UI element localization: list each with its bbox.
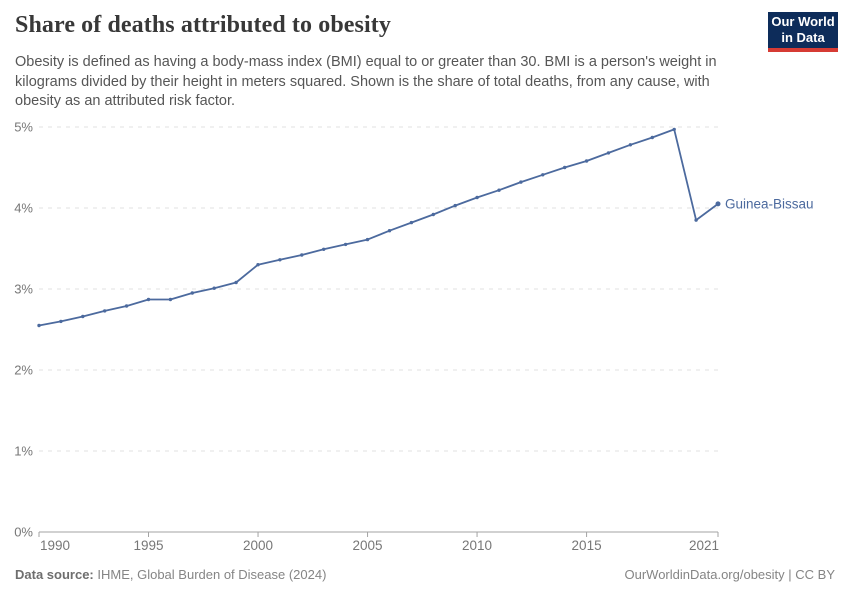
data-point-2004[interactable]: [343, 242, 348, 247]
data-point-1991[interactable]: [59, 319, 63, 324]
data-point-2003[interactable]: [322, 247, 326, 251]
series-label-guinea-bissau[interactable]: Guinea-Bissau: [725, 196, 814, 211]
data-point-2007[interactable]: [409, 220, 414, 225]
data-point-2011[interactable]: [497, 188, 501, 192]
x-tick-label-2005: 2005: [353, 538, 383, 553]
data-point-2008[interactable]: [431, 212, 435, 217]
x-tick-label-1995: 1995: [133, 538, 163, 553]
page-title: Share of deaths attributed to obesity: [15, 12, 391, 38]
y-tick-label-1%: 1%: [14, 444, 33, 459]
data-source-note: Data source: IHME, Global Burden of Dise…: [15, 567, 326, 582]
series-line-guinea-bissau[interactable]: [38, 128, 719, 327]
data-point-2009[interactable]: [453, 203, 457, 208]
data-point-1990[interactable]: [37, 323, 41, 328]
data-point-2018[interactable]: [650, 135, 654, 140]
x-tick-label-2015: 2015: [572, 538, 602, 553]
data-source-label: Data source:: [15, 567, 94, 582]
y-tick-label-2%: 2%: [14, 363, 33, 378]
x-tick-label-1990: 1990: [40, 538, 70, 553]
data-point-2006[interactable]: [387, 229, 392, 233]
credit-link[interactable]: OurWorldinData.org/obesity | CC BY: [624, 567, 836, 582]
data-point-2019[interactable]: [672, 127, 676, 132]
data-point-2001[interactable]: [278, 258, 282, 262]
data-point-1993[interactable]: [103, 309, 107, 313]
data-point-1992[interactable]: [81, 314, 85, 319]
owid-logo[interactable]: Our World in Data: [768, 12, 838, 52]
figure-footer: Data source: IHME, Global Burden of Dise…: [15, 567, 835, 582]
chart-subtitle: Obesity is defined as having a body-mass…: [15, 54, 717, 110]
data-point-2005[interactable]: [365, 237, 370, 242]
data-point-2013[interactable]: [541, 173, 545, 177]
owid-logo-line2: in Data: [781, 30, 825, 45]
x-tick-label-2021: 2021: [689, 538, 719, 553]
x-tick-label-2000: 2000: [243, 538, 273, 553]
data-point-2012[interactable]: [519, 180, 523, 184]
data-point-2000[interactable]: [256, 263, 260, 267]
data-point-1997[interactable]: [190, 291, 194, 295]
data-point-1998[interactable]: [212, 286, 216, 290]
data-point-2010[interactable]: [475, 195, 479, 200]
data-point-2015[interactable]: [584, 159, 589, 163]
data-point-1999[interactable]: [234, 280, 238, 285]
data-point-2020[interactable]: [694, 218, 698, 222]
data-point-2016[interactable]: [606, 151, 611, 155]
owid-logo-line1: Our World: [771, 14, 835, 29]
y-tick-label-5%: 5%: [14, 120, 33, 135]
owid-logo-accent-bar: [768, 48, 838, 52]
data-point-1995[interactable]: [146, 297, 151, 302]
y-tick-label-3%: 3%: [14, 282, 33, 297]
data-point-2021[interactable]: [715, 201, 721, 207]
data-point-1996[interactable]: [168, 297, 173, 302]
data-source-value: IHME, Global Burden of Disease (2024): [97, 567, 327, 582]
data-point-2002[interactable]: [300, 253, 304, 257]
y-tick-label-4%: 4%: [14, 201, 33, 216]
data-point-1994[interactable]: [124, 304, 129, 308]
x-tick-label-2010: 2010: [462, 538, 492, 553]
data-point-2014[interactable]: [563, 165, 567, 170]
y-tick-label-0%: 0%: [14, 525, 33, 540]
data-point-2017[interactable]: [628, 143, 633, 147]
